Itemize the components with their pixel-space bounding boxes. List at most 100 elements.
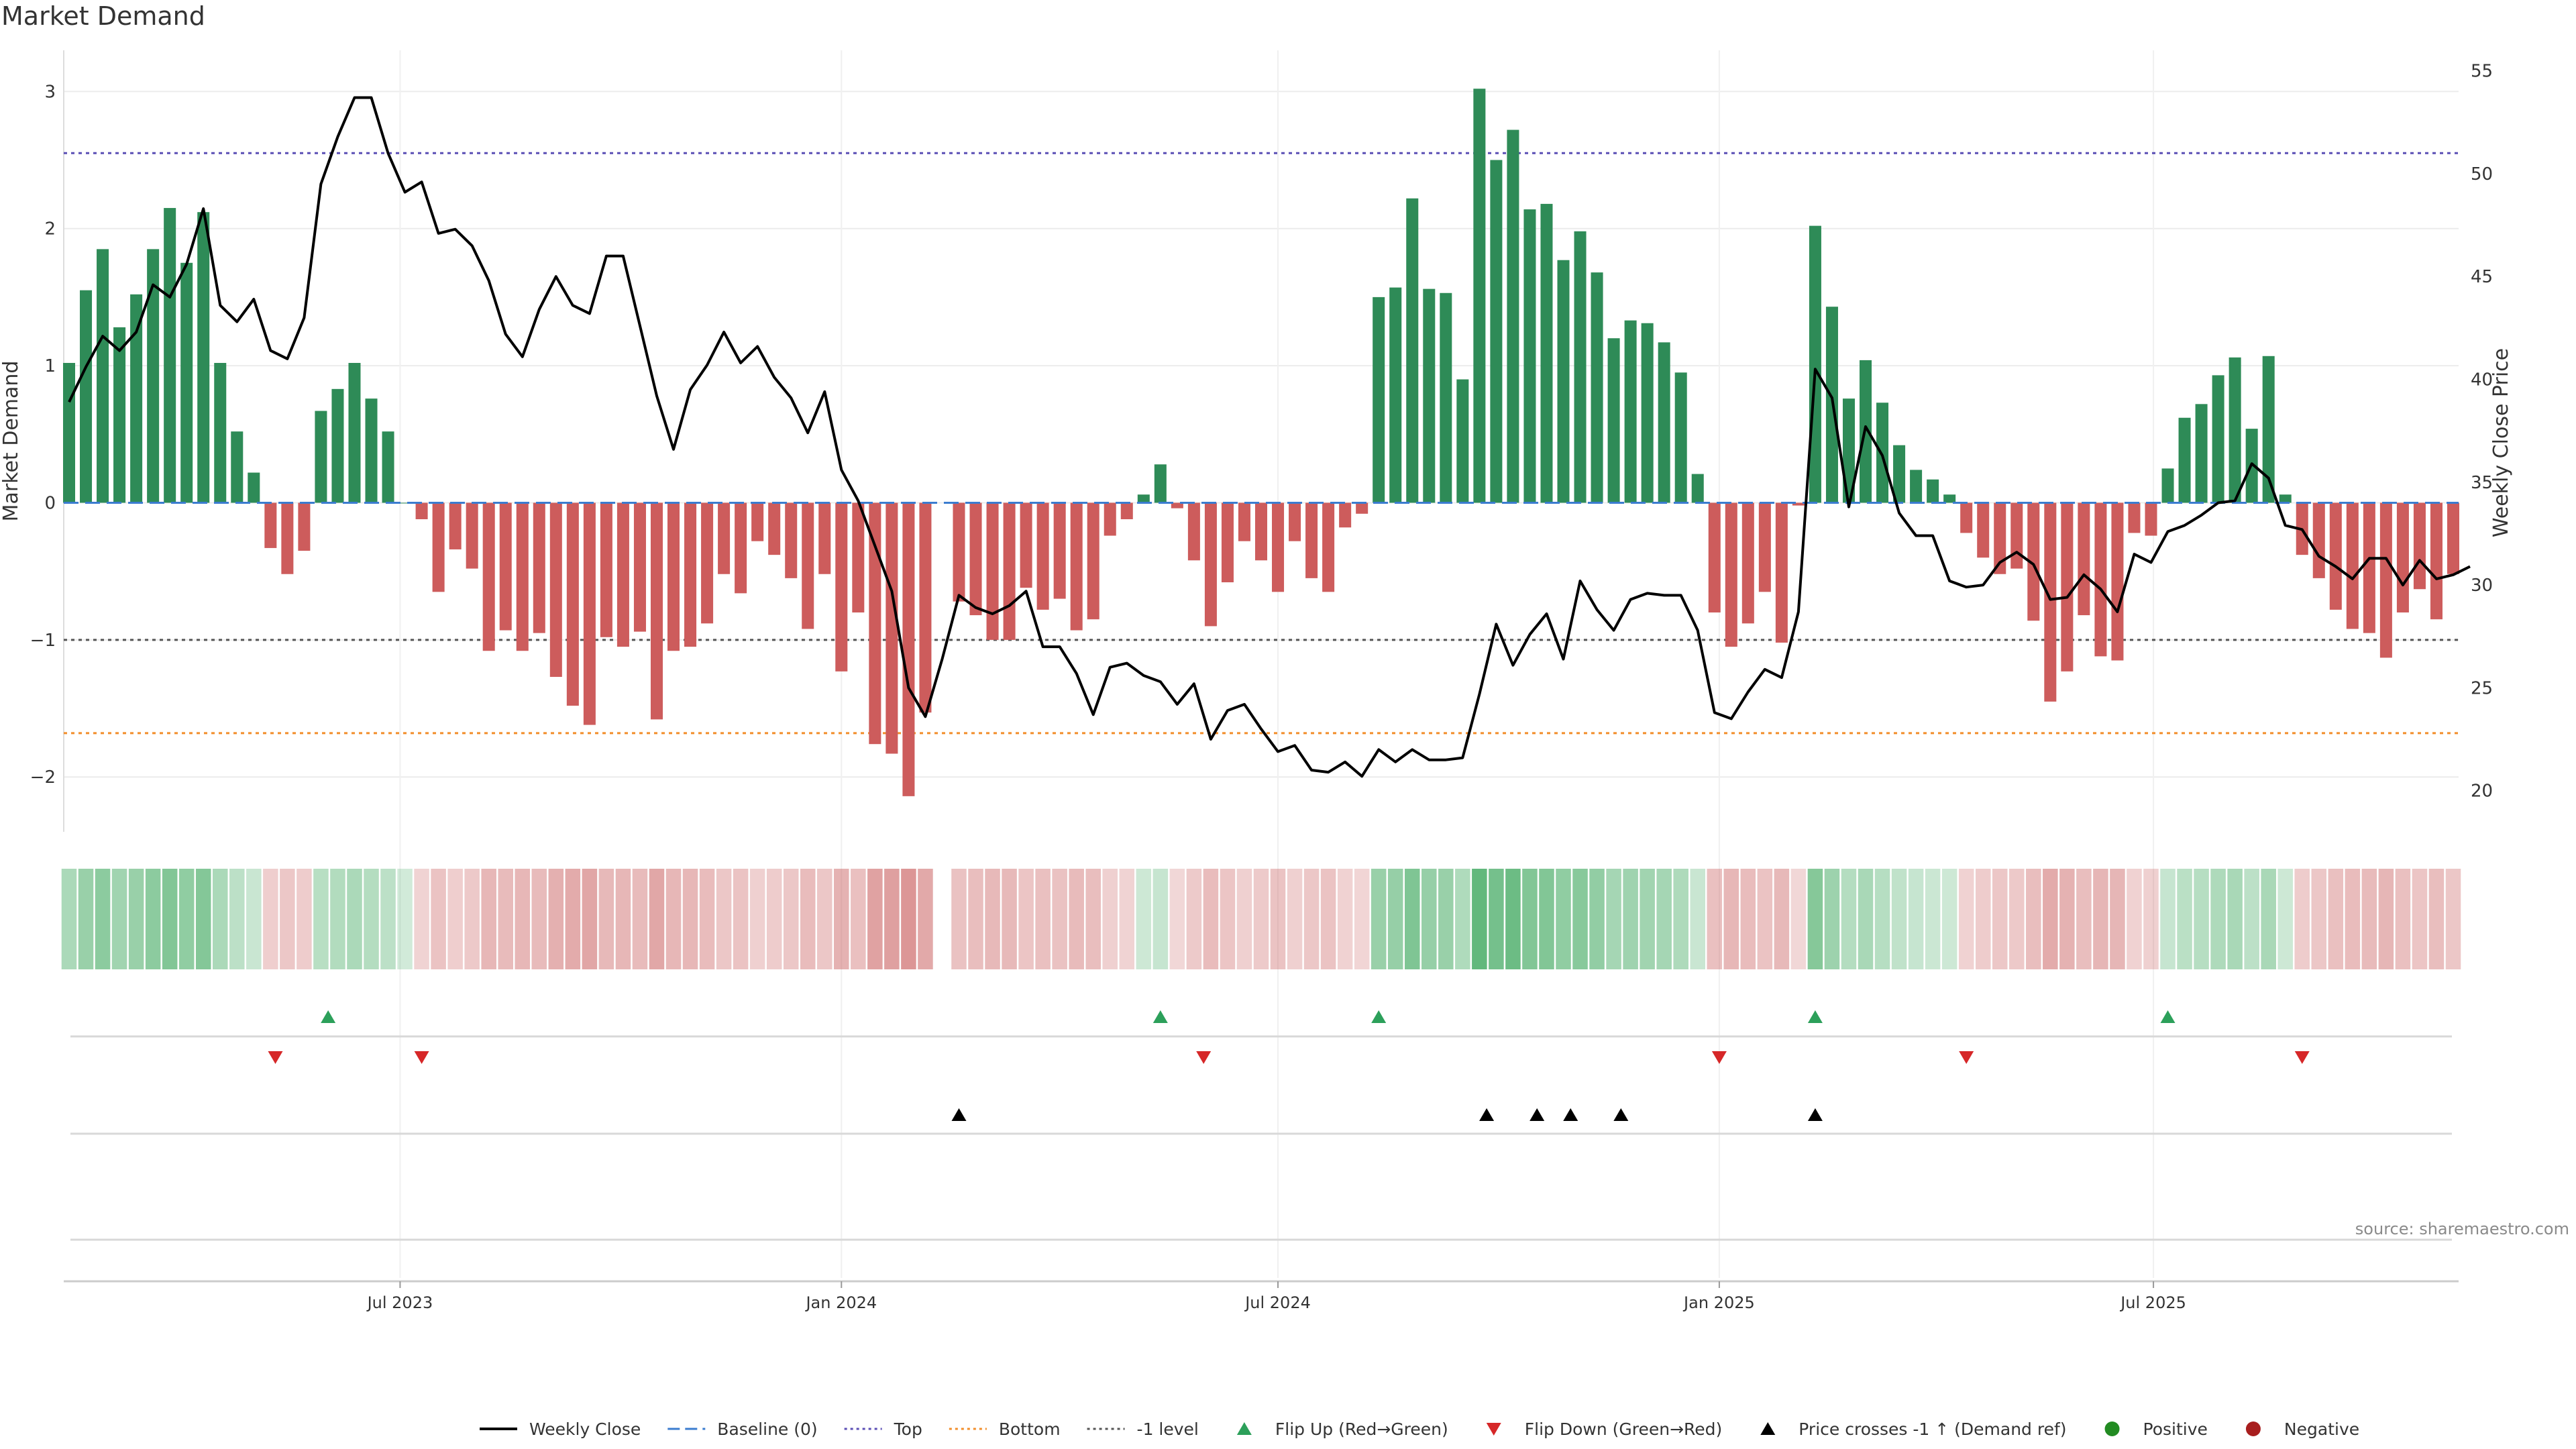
demand-bar xyxy=(1070,502,1083,631)
price-cross-marker xyxy=(1529,1108,1545,1121)
y2-axis-label: Weekly Close Price xyxy=(2489,348,2513,537)
demand-bar xyxy=(1473,89,1486,503)
y-tick-label: 0 xyxy=(44,493,56,513)
y2-tick-label: 35 xyxy=(2471,473,2493,493)
demand-bar xyxy=(1053,502,1066,599)
heat-cell xyxy=(1455,869,1470,969)
heat-cell xyxy=(1287,869,1303,969)
heat-cell xyxy=(1757,869,1773,969)
heat-cell xyxy=(1035,869,1051,969)
demand-bar xyxy=(180,262,193,503)
legend-label: Price crosses -1 ↑ (Demand ref) xyxy=(1799,1419,2066,1439)
price-cross-marker xyxy=(1807,1108,1823,1121)
heat-cell xyxy=(481,869,496,969)
demand-bar xyxy=(2346,502,2359,629)
legend-label: Baseline (0) xyxy=(717,1419,817,1439)
demand-bar xyxy=(1440,292,1452,503)
price-cross-marker xyxy=(1613,1108,1629,1121)
heat-cell xyxy=(2009,869,2025,969)
heat-cell xyxy=(1387,869,1403,969)
demand-bar xyxy=(1960,502,1973,533)
heat-cell xyxy=(162,869,178,969)
heat-cell xyxy=(582,869,598,969)
demand-bar xyxy=(398,502,411,504)
heat-cell xyxy=(364,869,379,969)
heat-cell xyxy=(1824,869,1840,969)
demand-bar xyxy=(231,431,244,503)
demand-bar xyxy=(2329,502,2342,610)
heat-cell xyxy=(2395,869,2411,969)
demand-bar xyxy=(1691,474,1704,503)
source-note: source: sharemaestro.com xyxy=(2355,1220,2569,1238)
demand-bar xyxy=(1507,129,1519,503)
heat-cell xyxy=(1841,869,1857,969)
legend-circle-icon xyxy=(2245,1421,2261,1436)
flip-up-marker xyxy=(1807,1010,1823,1023)
demand-bar xyxy=(919,502,932,713)
heat-cell xyxy=(447,869,463,969)
heat-cell xyxy=(834,869,849,969)
y2-tick-label: 50 xyxy=(2471,164,2493,184)
heat-cell xyxy=(1136,869,1152,969)
heat-cell xyxy=(2345,869,2361,969)
heat-cell xyxy=(145,869,161,969)
heat-cell xyxy=(414,869,429,969)
flip-up-marker xyxy=(1371,1010,1387,1023)
heat-cell xyxy=(1891,869,1907,969)
legend-label: Flip Down (Green→Red) xyxy=(1525,1419,1723,1439)
price-cross-marker xyxy=(1563,1108,1578,1121)
demand-bar xyxy=(1741,502,1754,624)
flip-down-marker xyxy=(1711,1051,1727,1064)
demand-bar xyxy=(885,502,898,754)
heat-cell xyxy=(1807,869,1823,969)
flip-up-marker xyxy=(1152,1010,1168,1023)
heat-cell xyxy=(2059,869,2075,969)
flip-down-marker xyxy=(268,1051,283,1064)
legend-triangle-up-icon xyxy=(1760,1422,1776,1435)
demand-bar xyxy=(953,502,965,602)
demand-bar xyxy=(2128,502,2141,533)
heat-cell xyxy=(1085,869,1101,969)
legend-label: Positive xyxy=(2143,1419,2208,1439)
demand-bar xyxy=(1809,225,1821,503)
demand-bar xyxy=(348,363,361,503)
demand-bar xyxy=(2010,502,2023,569)
demand-bar xyxy=(1591,272,1603,503)
heat-cell xyxy=(1673,869,1688,969)
demand-bar xyxy=(1641,323,1654,503)
demand-bar xyxy=(432,502,445,592)
heat-cell xyxy=(1656,869,1672,969)
demand-bar xyxy=(1775,502,1788,643)
y2-tick-label: 25 xyxy=(2471,678,2493,698)
demand-bar xyxy=(735,502,747,594)
demand-bar xyxy=(1624,320,1637,503)
demand-bar xyxy=(1994,502,2006,574)
y2-tick-label: 30 xyxy=(2471,576,2493,596)
heat-cell xyxy=(2177,869,2192,969)
demand-bar xyxy=(2279,494,2292,503)
heat-cell xyxy=(1623,869,1638,969)
heat-cell xyxy=(1186,869,1202,969)
legend-label: Top xyxy=(894,1419,922,1439)
demand-bar xyxy=(130,294,143,503)
heat-cell xyxy=(1774,869,1790,969)
heat-cell xyxy=(464,869,480,969)
flip-down-marker xyxy=(1959,1051,1974,1064)
demand-bar xyxy=(382,431,394,503)
demand-bar xyxy=(667,502,680,651)
heat-cell xyxy=(851,869,866,969)
heat-cell xyxy=(330,869,345,969)
demand-bar xyxy=(1927,479,1939,503)
heat-cell xyxy=(1270,869,1286,969)
demand-bar xyxy=(2044,502,2057,702)
demand-bar xyxy=(1389,287,1402,503)
price-cross-marker xyxy=(951,1108,967,1121)
y2-tick-label: 55 xyxy=(2471,62,2493,82)
heat-cell xyxy=(615,869,631,969)
heat-cell xyxy=(918,869,933,969)
heat-cell xyxy=(229,869,245,969)
demand-bar xyxy=(331,388,344,503)
heat-cell xyxy=(313,869,329,969)
heat-cell xyxy=(1640,869,1655,969)
heat-cell xyxy=(766,869,782,969)
